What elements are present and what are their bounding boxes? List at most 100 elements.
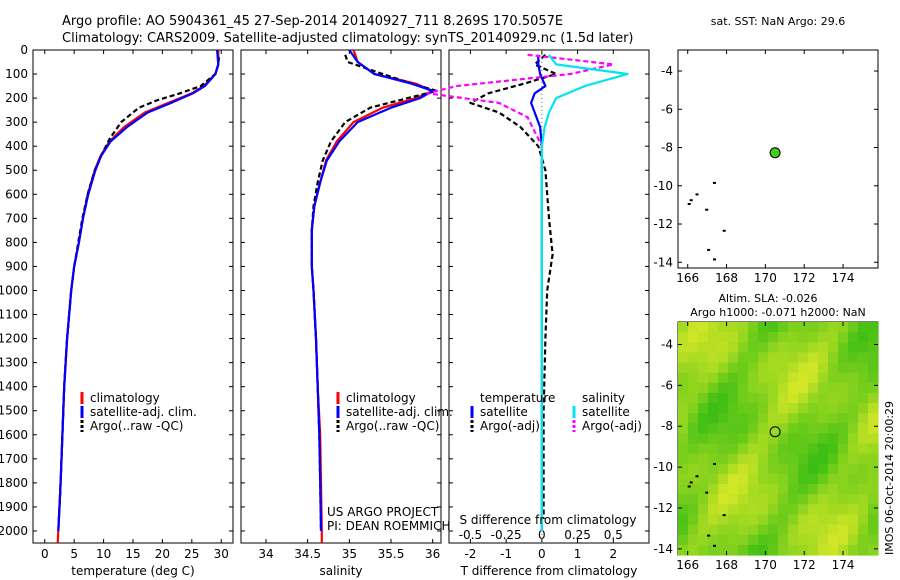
heatmap-cell — [738, 544, 749, 556]
heatmap-cell — [838, 443, 849, 455]
heatmap-cell — [838, 504, 849, 515]
heatmap-cell — [788, 352, 799, 364]
heatmap-cell — [798, 453, 809, 465]
heatmap-cell — [778, 423, 789, 434]
heatmap-cell — [808, 453, 819, 465]
heatmap-cell — [828, 362, 839, 374]
heatmap-cell — [678, 322, 689, 333]
heatmap-cell — [848, 474, 859, 485]
salinity-legend: climatology satellite-adj. clim. Argo(..… — [336, 391, 453, 433]
heatmap-cell — [838, 332, 849, 343]
heatmap-cell — [728, 352, 739, 364]
heatmap-cell — [698, 332, 709, 343]
map-y-tick-label: -10 — [653, 179, 673, 193]
heatmap-cell — [678, 514, 689, 526]
heatmap-cell — [718, 413, 729, 424]
heatmap-cell — [708, 463, 719, 475]
heatmap-cell — [698, 534, 709, 546]
imos-timestamp: IMOS 06-Oct-2014 20:00:29 — [883, 401, 896, 555]
heatmap-cell — [858, 433, 869, 445]
series-line — [540, 54, 629, 531]
heatmap-cell — [868, 322, 879, 333]
heatmap-cell — [678, 494, 689, 505]
heatmap-cell — [758, 382, 769, 394]
s-difference-tick-label: 0.5 — [604, 528, 623, 542]
x-tick-label: 35 — [342, 547, 357, 561]
heatmap-cell — [858, 463, 869, 475]
map-x-tick-label: 172 — [793, 558, 816, 572]
heatmap-cell — [788, 332, 799, 343]
heatmap-cell — [818, 504, 829, 515]
heatmap-cell — [828, 433, 839, 445]
depth-tick-label: 1300 — [0, 356, 28, 370]
heatmap-cell — [778, 504, 789, 515]
heatmap-cell — [728, 342, 739, 353]
heatmap-cell — [688, 504, 699, 515]
heatmap-cell — [858, 332, 869, 343]
heatmap-cell — [788, 463, 799, 475]
heatmap-cell — [778, 514, 789, 526]
legend-climatology-label: climatology — [90, 391, 160, 405]
heatmap-cell — [818, 362, 829, 374]
x-tick-label: 1 — [574, 547, 582, 561]
heatmap-cell — [818, 322, 829, 333]
heatmap-cell — [868, 342, 879, 353]
heatmap-cell — [848, 544, 859, 556]
coastline-islands — [687, 181, 726, 547]
heatmap-cell — [848, 413, 859, 424]
x-tick-label: 30 — [214, 547, 229, 561]
heatmap-cell — [738, 332, 749, 343]
heatmap-cell — [788, 342, 799, 353]
heatmap-cell — [708, 514, 719, 526]
heatmap-cell — [778, 372, 789, 384]
heatmap-cell — [728, 453, 739, 465]
map-x-tick-label: 170 — [754, 558, 777, 572]
argo-location-markers — [769, 147, 781, 438]
heatmap-cell — [678, 423, 689, 434]
island — [689, 199, 693, 202]
heatmap-cell — [848, 362, 859, 374]
x-tick-label: 25 — [184, 547, 199, 561]
heatmap-cell — [688, 392, 699, 404]
map-y-tick-label: -8 — [661, 141, 673, 155]
heatmap-cell — [858, 474, 869, 485]
heatmap-cell — [748, 474, 759, 485]
heatmap-cell — [738, 413, 749, 424]
heatmap-cell — [688, 362, 699, 374]
heatmap-cell — [678, 372, 689, 384]
heatmap-cell — [778, 524, 789, 536]
heatmap-cell — [678, 504, 689, 515]
heatmap-cell — [798, 423, 809, 434]
heatmap-cell — [808, 463, 819, 475]
heatmap-cell — [838, 362, 849, 374]
heatmap-cell — [818, 433, 829, 445]
depth-tick-label: 1500 — [0, 404, 28, 418]
heatmap-cell — [848, 403, 859, 414]
heatmap-cell — [778, 463, 789, 475]
heatmap-cell — [768, 362, 779, 374]
heatmap-cell — [798, 342, 809, 353]
heatmap-cell — [808, 484, 819, 495]
heatmap-cell — [848, 443, 859, 455]
heatmap-cell — [718, 372, 729, 384]
heatmap-cell — [698, 392, 709, 404]
map-y-tick-label: -6 — [661, 378, 673, 392]
heatmap-cell — [758, 413, 769, 424]
heatmap-cell — [858, 484, 869, 495]
heatmap-cell — [698, 403, 709, 414]
heatmap-cell — [848, 463, 859, 475]
heatmap-cell — [858, 413, 869, 424]
heatmap-cell — [728, 362, 739, 374]
heatmap-cell — [718, 484, 729, 495]
heatmap-cell — [818, 392, 829, 404]
heatmap-cell — [758, 463, 769, 475]
heatmap-cell — [798, 332, 809, 343]
heatmap-cell — [778, 362, 789, 374]
heatmap-cell — [728, 392, 739, 404]
heatmap-cell — [838, 524, 849, 536]
heatmap-cell — [708, 453, 719, 465]
temperature-x-axis-label: temperature (deg C) — [71, 564, 194, 578]
heatmap-cell — [798, 372, 809, 384]
heatmap-cell — [738, 443, 749, 455]
